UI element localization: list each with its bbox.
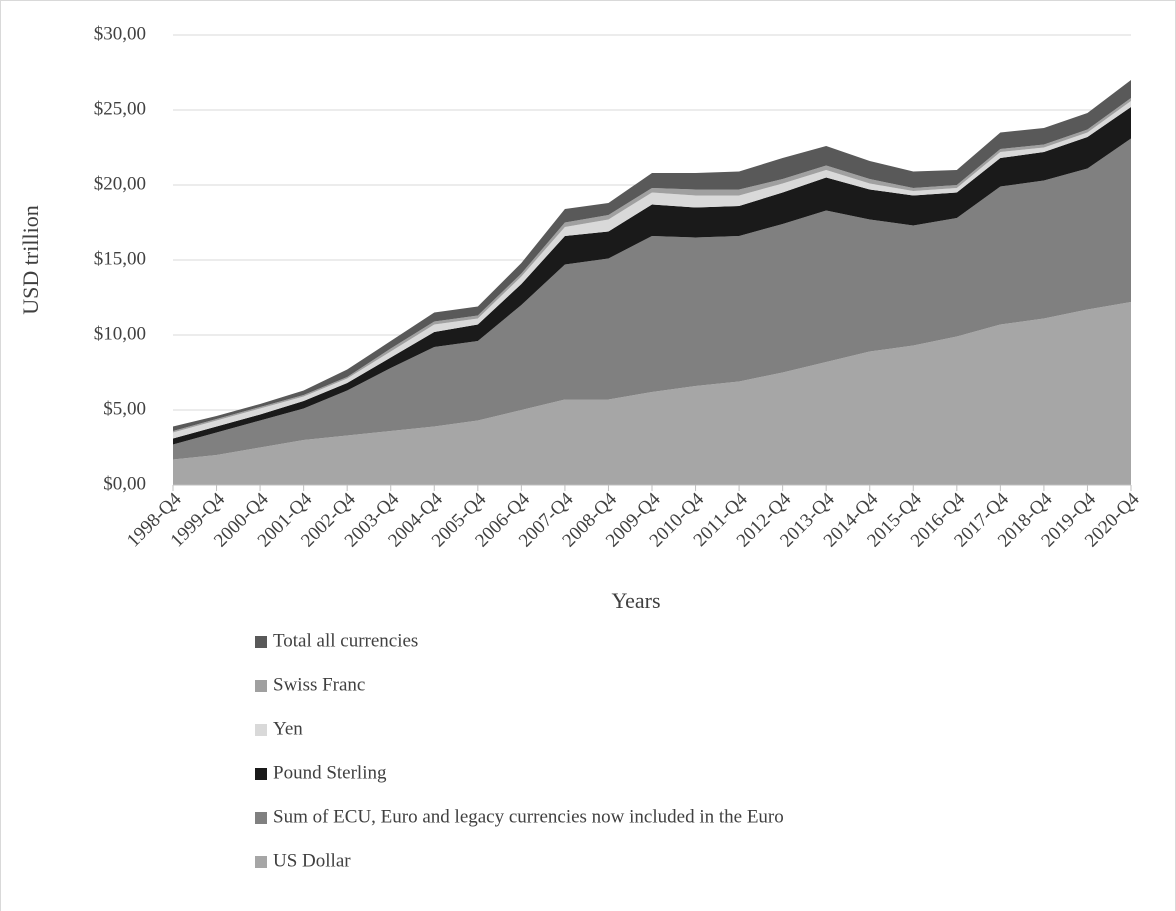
y-axis-label: USD trillion xyxy=(18,205,43,314)
legend-label: Total all currencies xyxy=(273,630,418,651)
y-tick-label: $5,00 xyxy=(103,398,146,419)
legend-swatch xyxy=(255,812,267,824)
y-tick-label: $10,00 xyxy=(94,323,146,344)
legend-label: US Dollar xyxy=(273,850,351,871)
area xyxy=(173,302,1131,485)
area xyxy=(173,138,1131,460)
area xyxy=(173,80,1131,431)
y-tick-label: $15,00 xyxy=(94,248,146,269)
legend-swatch xyxy=(255,768,267,780)
legend-swatch xyxy=(255,636,267,648)
y-tick-label: $25,00 xyxy=(94,98,146,119)
legend-swatch xyxy=(255,680,267,692)
legend-swatch xyxy=(255,856,267,868)
legend-label: Pound Sterling xyxy=(273,762,387,783)
legend-label: Swiss Franc xyxy=(273,674,365,695)
x-axis-label: Years xyxy=(611,588,660,613)
y-tick-label: $20,00 xyxy=(94,173,146,194)
legend-swatch xyxy=(255,724,267,736)
y-tick-label: $0,00 xyxy=(103,473,146,494)
legend-label: Sum of ECU, Euro and legacy currencies n… xyxy=(273,806,784,827)
legend-label: Yen xyxy=(273,718,303,739)
y-tick-label: $30,00 xyxy=(94,23,146,44)
